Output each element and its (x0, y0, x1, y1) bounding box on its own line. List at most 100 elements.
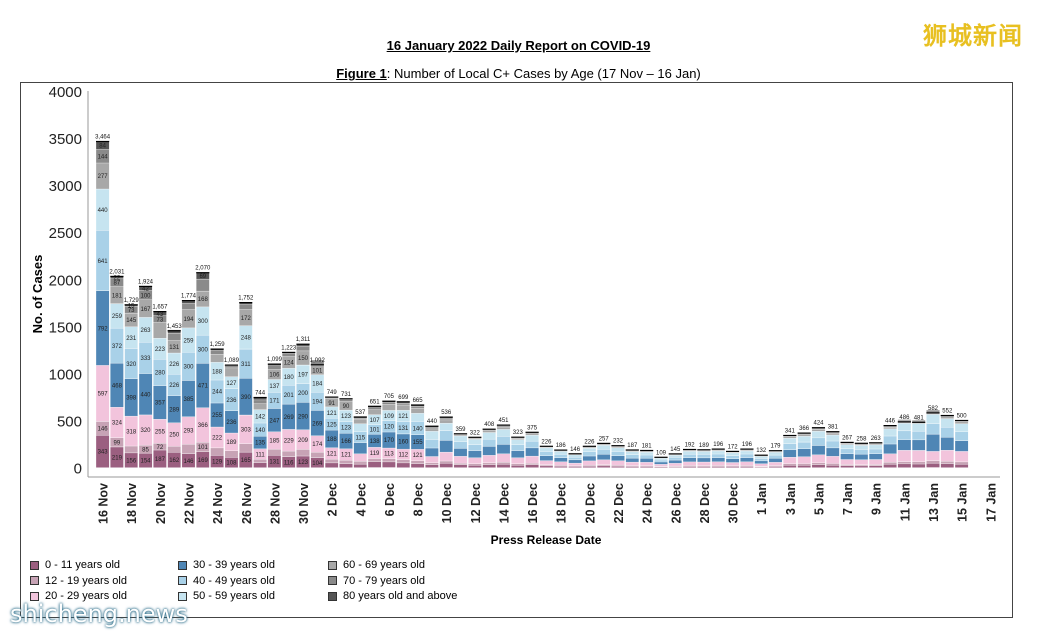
bar-segment (883, 464, 897, 468)
segment-label: 194 (183, 317, 194, 323)
bar-segment (883, 435, 897, 445)
bar-segment (725, 462, 740, 466)
bar-segment (668, 459, 683, 464)
bar-segment (740, 453, 754, 458)
bar-segment (639, 466, 654, 468)
bar-segment (697, 457, 711, 463)
bar-segment (926, 460, 940, 464)
segment-label: 119 (370, 451, 380, 457)
bar-segment (539, 455, 554, 461)
bar-segment (826, 456, 840, 464)
bar-segment (654, 458, 668, 461)
segment-label: 169 (198, 458, 209, 464)
bar-segment (811, 445, 826, 455)
segment-label: 99 (114, 441, 121, 447)
bar-segment (181, 303, 196, 310)
bar-segment (883, 443, 897, 454)
segment-label: 15 (128, 304, 135, 310)
segment-label: 155 (413, 440, 424, 446)
bar-segment (768, 466, 783, 468)
bar-segment (754, 463, 768, 467)
total-label: 1,223 (281, 345, 297, 351)
bar-segment (310, 359, 325, 362)
bar-segment (468, 465, 482, 468)
bar-segment (868, 464, 883, 466)
total-label: 189 (699, 443, 710, 449)
bar-segment (296, 449, 310, 457)
bar-segment (926, 414, 940, 424)
bar-segment (425, 462, 439, 465)
x-tick-label: 20 Dec (583, 483, 597, 523)
bar-segment (868, 444, 883, 450)
segment-label: 792 (98, 326, 109, 332)
bar-segment (840, 448, 854, 454)
legend-item: 30 - 39 years old (178, 559, 275, 571)
segment-label: 125 (327, 422, 338, 428)
total-label: 366 (799, 426, 810, 432)
bar-segment (625, 466, 640, 468)
total-label: 731 (341, 392, 352, 398)
bar-segment (253, 462, 267, 468)
legend-swatch (30, 591, 39, 601)
figure-label: Figure 1 (336, 66, 387, 81)
bar-segment (525, 464, 539, 468)
bar-segment (582, 460, 597, 466)
legend-label: 80 years old and above (343, 590, 458, 602)
bar-segment (682, 451, 697, 455)
segment-label: 471 (198, 384, 209, 390)
x-tick-label: 18 Dec (555, 483, 569, 523)
total-label: 536 (441, 410, 452, 416)
bar-segment (725, 452, 740, 456)
segment-label: 324 (112, 421, 123, 427)
segment-label: 250 (169, 433, 180, 439)
bar-segment (482, 430, 496, 433)
segment-label: 248 (241, 336, 252, 342)
bar-segment (926, 451, 940, 461)
total-label: 375 (527, 425, 538, 431)
total-label: 749 (327, 390, 338, 396)
segment-label: 236 (226, 420, 237, 426)
bar-segment (367, 409, 382, 415)
bar-segment (639, 454, 654, 459)
legend-label: 60 - 69 years old (343, 559, 425, 571)
bar-segment (711, 450, 726, 455)
segment-label: 280 (155, 371, 166, 377)
segment-label: 101 (312, 368, 323, 374)
bar-segment (611, 460, 625, 466)
segment-label: 109 (384, 414, 395, 420)
segment-label: 150 (298, 356, 309, 362)
bar-segment (367, 461, 382, 468)
segment-label: 200 (298, 391, 309, 397)
total-label: 192 (685, 443, 696, 449)
bar-segment (496, 425, 511, 428)
bar-segment (453, 441, 468, 449)
bar-segment (826, 447, 840, 457)
bar-segment (539, 465, 554, 468)
segment-label: 390 (241, 395, 252, 401)
bar-segment (253, 459, 267, 463)
x-tick-label: 24 Dec (641, 483, 655, 523)
segment-label: 69 (199, 274, 206, 280)
total-label: 665 (413, 398, 424, 404)
segment-label: 140 (255, 428, 266, 434)
bar-segment (525, 462, 539, 465)
bar-segment (911, 439, 926, 451)
legend-swatch (178, 591, 187, 601)
bar-segment (940, 416, 955, 419)
legend-item: 12 - 19 years old (30, 575, 127, 587)
bar-segment (854, 453, 869, 460)
x-tick-label: 14 Dec (498, 483, 512, 523)
total-label: 1,657 (152, 305, 168, 311)
legend-swatch (328, 591, 337, 601)
bar-segment (511, 450, 525, 458)
bar-segment (425, 427, 439, 430)
total-label: 1,752 (238, 296, 254, 302)
segment-label: 289 (169, 407, 180, 413)
bar-segment (496, 462, 511, 465)
bar-segment (797, 448, 811, 457)
bar-segment (596, 464, 611, 467)
bar-segment (453, 464, 468, 468)
total-label: 408 (484, 422, 495, 428)
bar-segment (425, 428, 439, 432)
bar-segment (740, 461, 754, 466)
